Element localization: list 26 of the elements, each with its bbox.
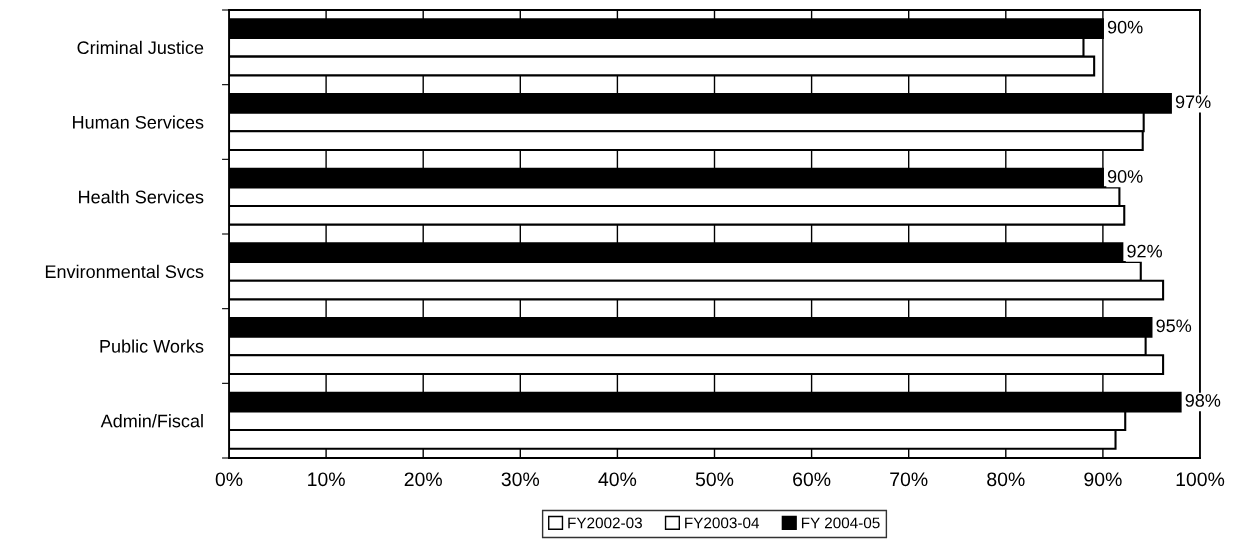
x-tick-label: 60% [793, 472, 831, 487]
x-tick-label: 80% [987, 472, 1025, 487]
x-tick-label: 50% [695, 472, 734, 487]
x-tick-label: 30% [501, 472, 540, 487]
y-tick-label: Criminal Justice [77, 40, 204, 55]
data-label: 98% [1185, 394, 1221, 407]
data-label: 95% [1156, 319, 1192, 333]
y-tick-label: Health Services [79, 190, 204, 204]
legend-label: FY 2004-05 [801, 517, 880, 529]
x-tick-label: 90% [1084, 472, 1122, 487]
x-tick-label: 70% [890, 472, 928, 487]
y-tick-label: Human Services [73, 115, 204, 129]
data-label: 92% [1127, 244, 1162, 258]
legend-label: FY2003-04 [685, 517, 760, 529]
x-tick-label: 40% [598, 472, 637, 487]
data-label: 97% [1175, 95, 1211, 109]
data-label: 90% [1107, 20, 1143, 34]
y-tick-label: Environmental Svcs [45, 264, 204, 279]
legend-label: FY2002-03 [568, 517, 642, 529]
x-tick-label: 20% [404, 472, 442, 487]
y-tick-label: Admin/Fiscal [100, 414, 203, 428]
x-tick-label: 100% [1176, 472, 1225, 487]
x-tick-label: 10% [308, 472, 345, 487]
y-tick-label: Public Works [100, 339, 204, 353]
x-tick-label: 0% [215, 472, 243, 487]
data-label: 90% [1107, 170, 1143, 183]
